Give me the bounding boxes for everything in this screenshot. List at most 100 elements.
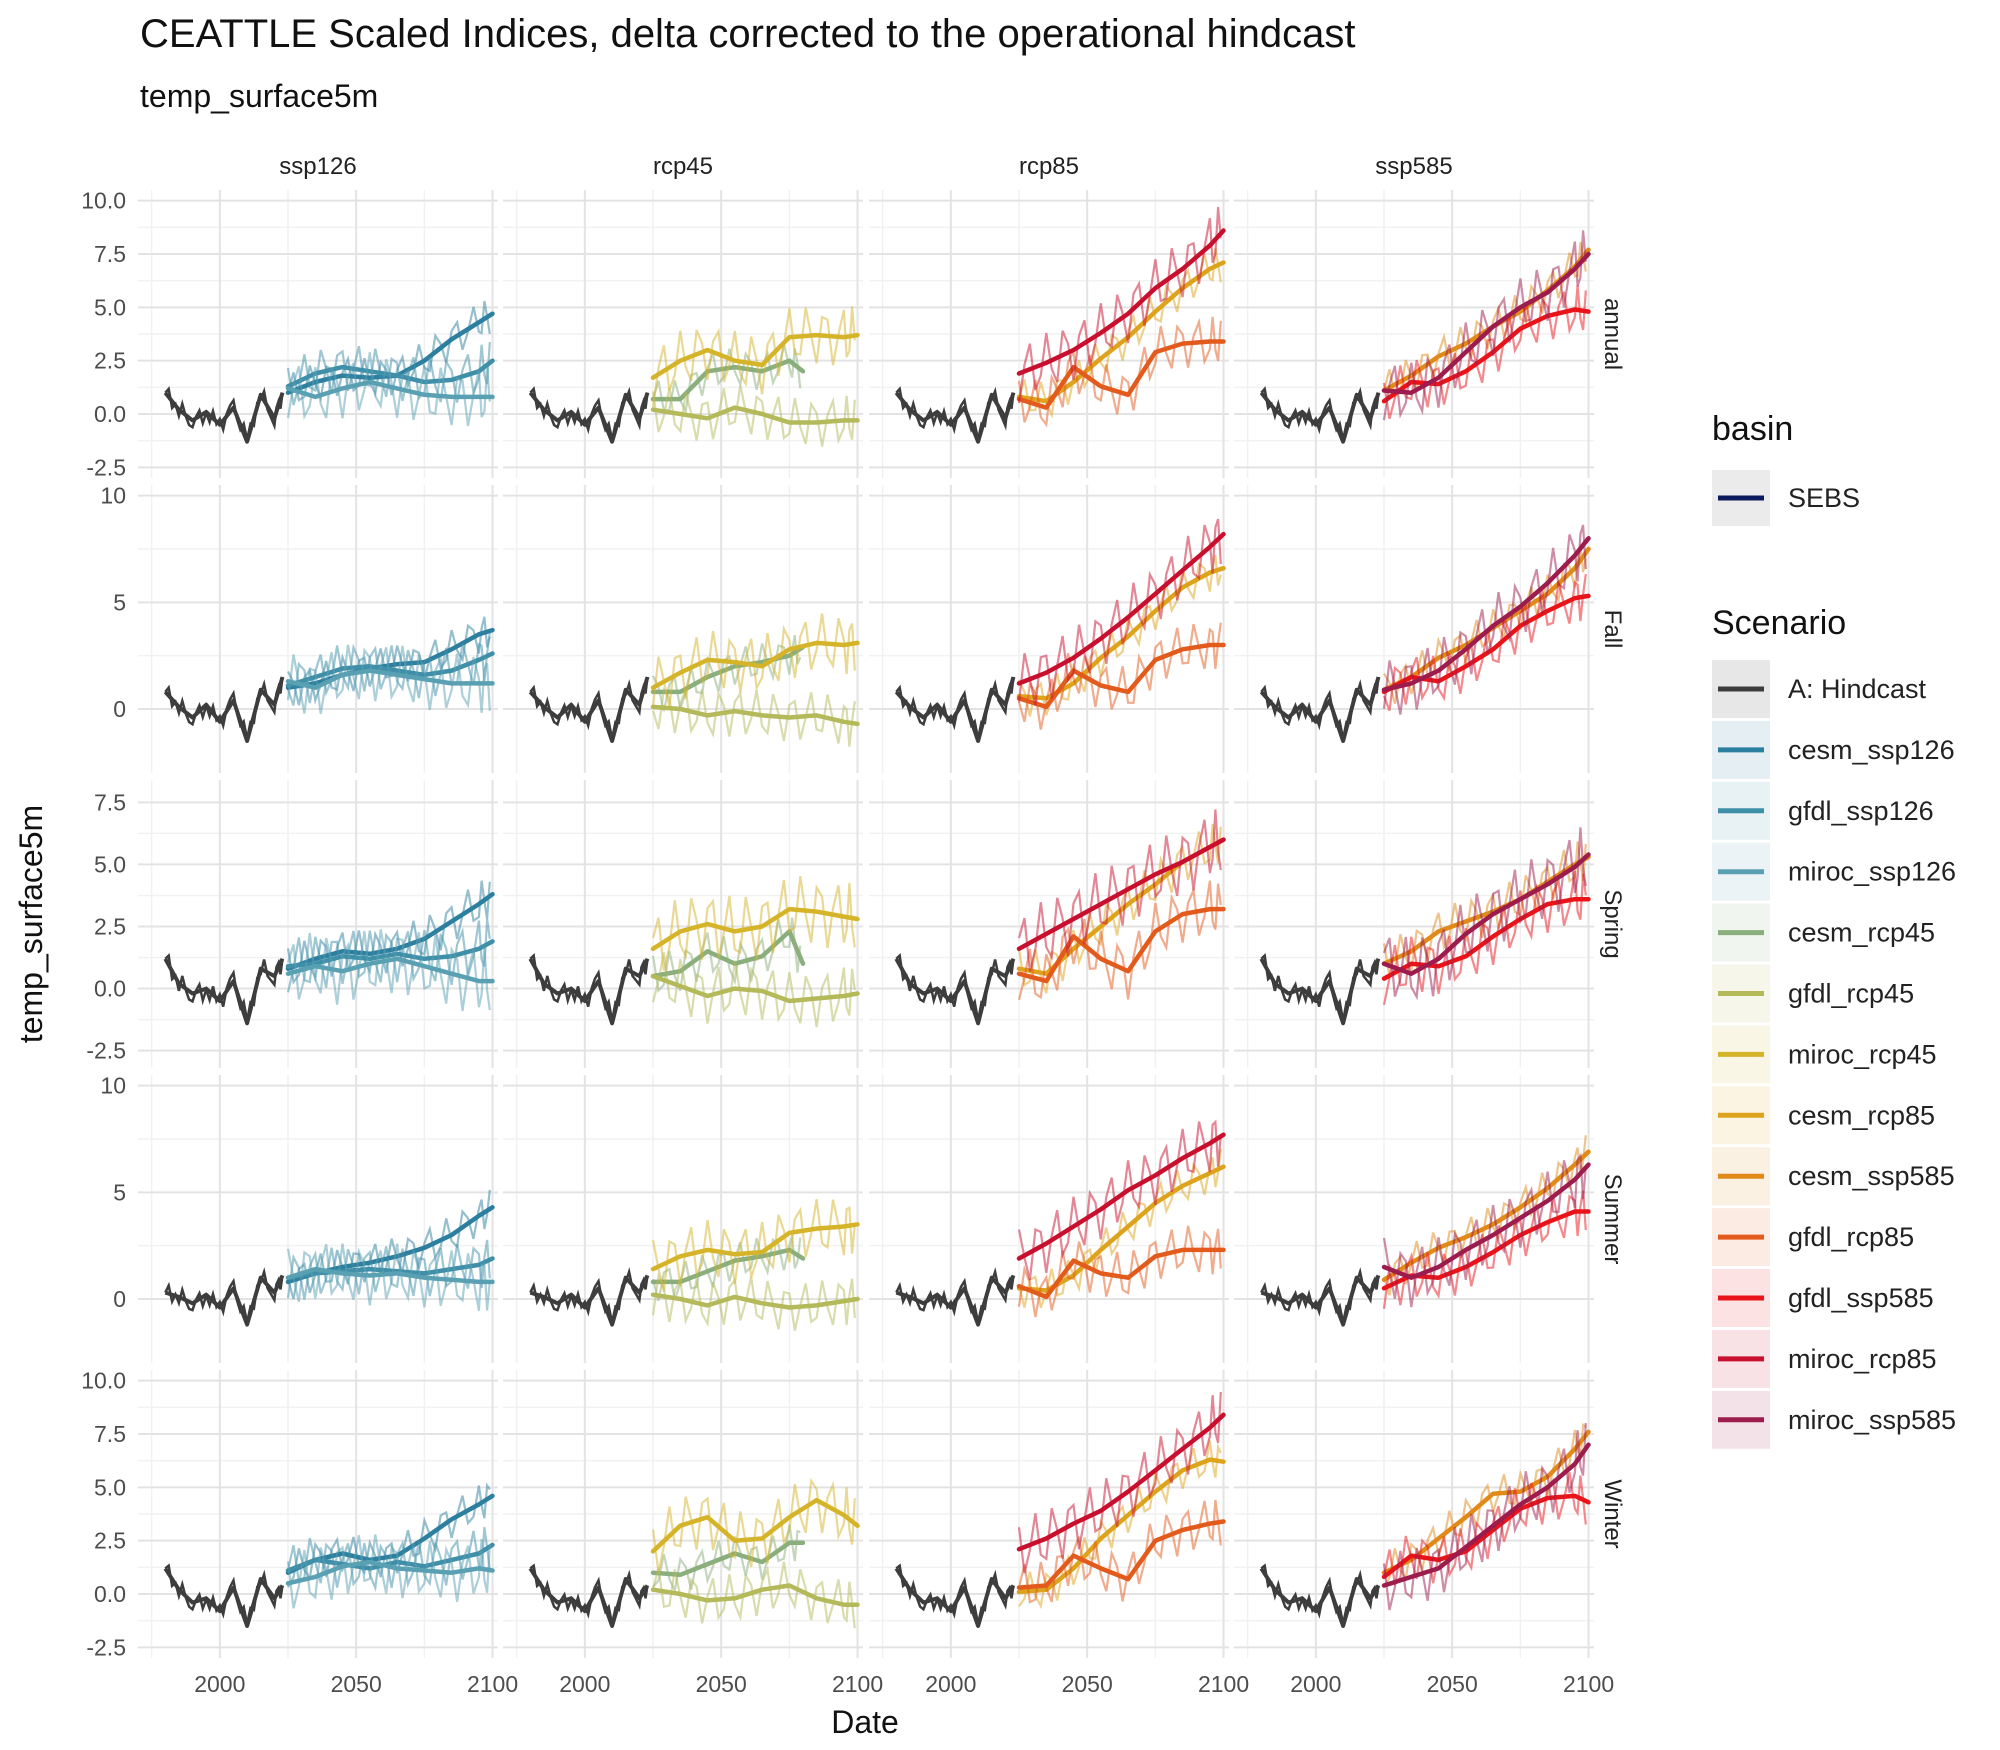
y-tick-label: 0.0: [94, 401, 126, 427]
series-line-miroc_ssp126-smooth: [285, 956, 495, 984]
series-line-gfdl_rcp85-raw: [1017, 880, 1222, 1001]
series-line-cesm_ssp126-raw: [286, 1189, 491, 1300]
legend-item-label: miroc_ssp585: [1788, 1405, 1956, 1435]
legend-item-label: cesm_ssp585: [1788, 1161, 1955, 1191]
series-line-miroc_rcp45-raw: [651, 613, 856, 708]
series-line-miroc_ssp126-raw: [286, 644, 491, 714]
facet-panel-ssp126-Winter: [138, 1370, 498, 1658]
facet-panels: annual 10.0 7.5 5.0 2.5 0.0 -2.5 ssp126 rcp45 rcp…: [81, 153, 1626, 1697]
series-line-miroc_ssp585-raw: [1382, 524, 1587, 715]
series-line-hindcast-smooth: [1259, 391, 1381, 444]
series-line-hindcast-smooth: [1259, 676, 1381, 743]
legend-title-scenario: Scenario: [1712, 604, 1846, 642]
series-line-miroc_rcp45-raw: [651, 306, 856, 408]
series-line-miroc_ssp126-smooth: [285, 1559, 495, 1586]
series-line-hindcast-smooth: [528, 391, 650, 444]
legend-item-label: cesm_rcp85: [1788, 1100, 1935, 1130]
series-line-hindcast-smooth: [1260, 1274, 1381, 1327]
x-tick-label: 2100: [1198, 1671, 1249, 1697]
legend-item-label: gfdl_rcp45: [1788, 979, 1914, 1009]
y-tick-label: 0.0: [94, 1581, 126, 1607]
y-tick-label: 5: [113, 1179, 126, 1205]
y-tick-label: 2.5: [94, 348, 126, 374]
legend-item-label: gfdl_ssp126: [1788, 796, 1934, 826]
facet-panel-ssp585-Summer: [1234, 1075, 1594, 1363]
series-line-cesm_ssp126-raw: [286, 880, 491, 985]
series-line-miroc_ssp585-smooth: [1381, 536, 1591, 693]
row-strip-label: Fall: [1599, 610, 1626, 649]
series-line-gfdl_rcp45-raw: [651, 385, 856, 447]
series-line-gfdl_rcp45-raw: [651, 1272, 856, 1331]
x-tick-label: 2100: [467, 1671, 518, 1697]
series-line-cesm_rcp85-smooth: [1016, 1164, 1226, 1293]
facet-panel-rcp85-Spring: [869, 780, 1229, 1068]
series-line-gfdl_ssp585-raw: [1382, 285, 1587, 419]
facet-panel-rcp45-annual: [503, 190, 863, 478]
series-line-hindcast-smooth: [163, 676, 285, 743]
series-line-hindcast-smooth: [163, 1567, 285, 1628]
series-line-miroc_rcp85-smooth: [1016, 531, 1226, 686]
y-tick-label: 5.0: [94, 294, 126, 320]
series-line-cesm_rcp85-smooth: [1016, 1457, 1226, 1595]
series-line-hindcast-smooth: [894, 676, 1016, 743]
x-tick-label: 2000: [925, 1671, 976, 1697]
series-line-miroc_rcp85-smooth: [1016, 1412, 1226, 1552]
series-line-miroc_rcp45-smooth: [650, 640, 860, 690]
facet-panel-rcp85-Fall: [869, 485, 1229, 773]
facet-panel-rcp85-annual: [869, 190, 1229, 478]
y-tick-label: 7.5: [94, 1421, 126, 1447]
y-tick-label: 5.0: [94, 1474, 126, 1500]
series-line-cesm_rcp45-smooth: [650, 929, 806, 979]
series-line-gfdl_rcp45-raw: [651, 1561, 856, 1629]
facet-panel-rcp45-Winter: [503, 1370, 863, 1658]
facet-panel-ssp585-Spring: [1234, 780, 1594, 1068]
series-line-miroc_rcp45-raw: [651, 1199, 856, 1292]
y-tick-label: 7.5: [94, 789, 126, 815]
facet-panel-ssp585-Fall: [1234, 485, 1594, 773]
legend-item-label: gfdl_rcp85: [1788, 1222, 1914, 1252]
series-line-hindcast-smooth: [529, 1274, 650, 1327]
series-line-gfdl_ssp126-smooth: [285, 358, 495, 389]
y-tick-label: 2.5: [94, 1528, 126, 1554]
row-strip-label: Summer: [1599, 1174, 1626, 1265]
series-line-miroc_rcp85-raw: [1017, 1391, 1222, 1574]
y-tick-label: 10: [100, 483, 126, 509]
series-line-miroc_ssp126-raw: [286, 1243, 491, 1311]
facet-panel-rcp45-Spring: [503, 780, 863, 1068]
y-tick-label: 5.0: [94, 851, 126, 877]
series-line-gfdl_ssp585-raw: [1382, 1190, 1587, 1309]
column-strip-label: ssp585: [1375, 153, 1452, 180]
series-line-miroc_ssp126-raw: [286, 352, 491, 427]
x-tick-label: 2100: [832, 1671, 883, 1697]
y-tick-label: -2.5: [86, 1634, 126, 1660]
y-axis-label: temp_surface5m: [13, 805, 49, 1043]
series-line-miroc_rcp45-smooth: [650, 332, 860, 380]
y-tick-label: -2.5: [86, 454, 126, 480]
row-strip-label: annual: [1599, 298, 1626, 370]
series-line-gfdl_rcp85-smooth: [1016, 1519, 1226, 1590]
x-tick-label: 2000: [1290, 1671, 1341, 1697]
legend-item-label: A: Hindcast: [1788, 674, 1927, 704]
series-line-miroc_rcp85-raw: [1017, 1119, 1222, 1281]
axes-labels: Date temp_surface5m: [13, 805, 899, 1740]
series-line-miroc_ssp585-smooth: [1381, 1442, 1591, 1588]
series-line-miroc_ssp585-smooth: [1381, 1162, 1591, 1280]
series-line-hindcast-smooth: [528, 957, 650, 1026]
x-tick-label: 2000: [194, 1671, 245, 1697]
legend-item-label: miroc_ssp126: [1788, 857, 1956, 887]
series-line-miroc_ssp585-smooth: [1381, 852, 1591, 976]
series-line-cesm_ssp126-raw: [286, 300, 491, 403]
series-line-hindcast-smooth: [894, 391, 1016, 444]
series-line-cesm_rcp45-smooth: [650, 644, 806, 695]
facet-panel-ssp126-Spring: [138, 780, 498, 1068]
series-line-gfdl_ssp126-smooth: [285, 651, 495, 688]
y-tick-label: 0: [113, 1286, 126, 1312]
facet-panel-ssp126-annual: [138, 190, 498, 478]
series-line-gfdl_ssp585-smooth: [1381, 1493, 1591, 1580]
series-line-miroc_ssp126-smooth: [285, 379, 495, 400]
series-line-gfdl_rcp85-smooth: [1016, 339, 1226, 410]
series-line-miroc_ssp585-raw: [1382, 1423, 1587, 1611]
series-line-gfdl_rcp45-smooth: [650, 973, 860, 1004]
column-strip-label: rcp85: [1019, 153, 1079, 180]
